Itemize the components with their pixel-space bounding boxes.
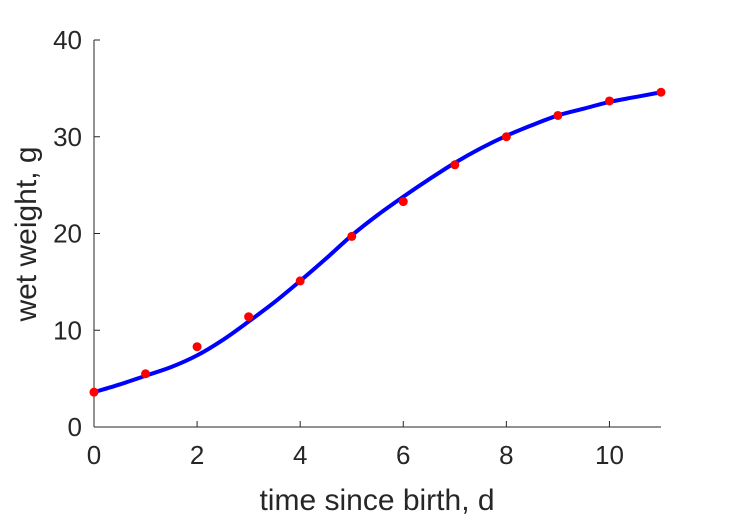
x-axis-label: time since birth, d (259, 484, 494, 517)
y-tick-label: 30 (53, 122, 82, 152)
y-tick-label: 0 (68, 412, 82, 442)
data-point (656, 87, 666, 97)
data-point (89, 387, 99, 397)
x-tick-label: 6 (396, 440, 410, 470)
fitted-curve-layer (92, 90, 663, 395)
data-point (347, 231, 357, 241)
data-point (295, 276, 305, 286)
fitted-curve (92, 90, 663, 395)
data-point (553, 110, 563, 120)
x-tick-label: 10 (595, 440, 624, 470)
data-point (604, 96, 614, 106)
x-tick-label: 8 (499, 440, 513, 470)
ticks: 0 2 4 6 8 10 0 10 20 30 40 (53, 25, 624, 470)
x-tick-label: 0 (87, 440, 101, 470)
data-point (244, 312, 254, 322)
data-points-layer (89, 87, 666, 397)
y-tick-label: 10 (53, 315, 82, 345)
data-point (501, 132, 511, 142)
axes (93, 40, 661, 428)
x-tick-label: 2 (190, 440, 204, 470)
y-axis-label: wet weight, g (10, 146, 43, 322)
y-tick-label: 40 (53, 25, 82, 55)
data-point (192, 342, 202, 352)
data-point (450, 160, 460, 170)
data-point (398, 197, 408, 207)
data-point (141, 369, 151, 379)
y-tick-label: 20 (53, 219, 82, 249)
x-tick-label: 4 (293, 440, 307, 470)
